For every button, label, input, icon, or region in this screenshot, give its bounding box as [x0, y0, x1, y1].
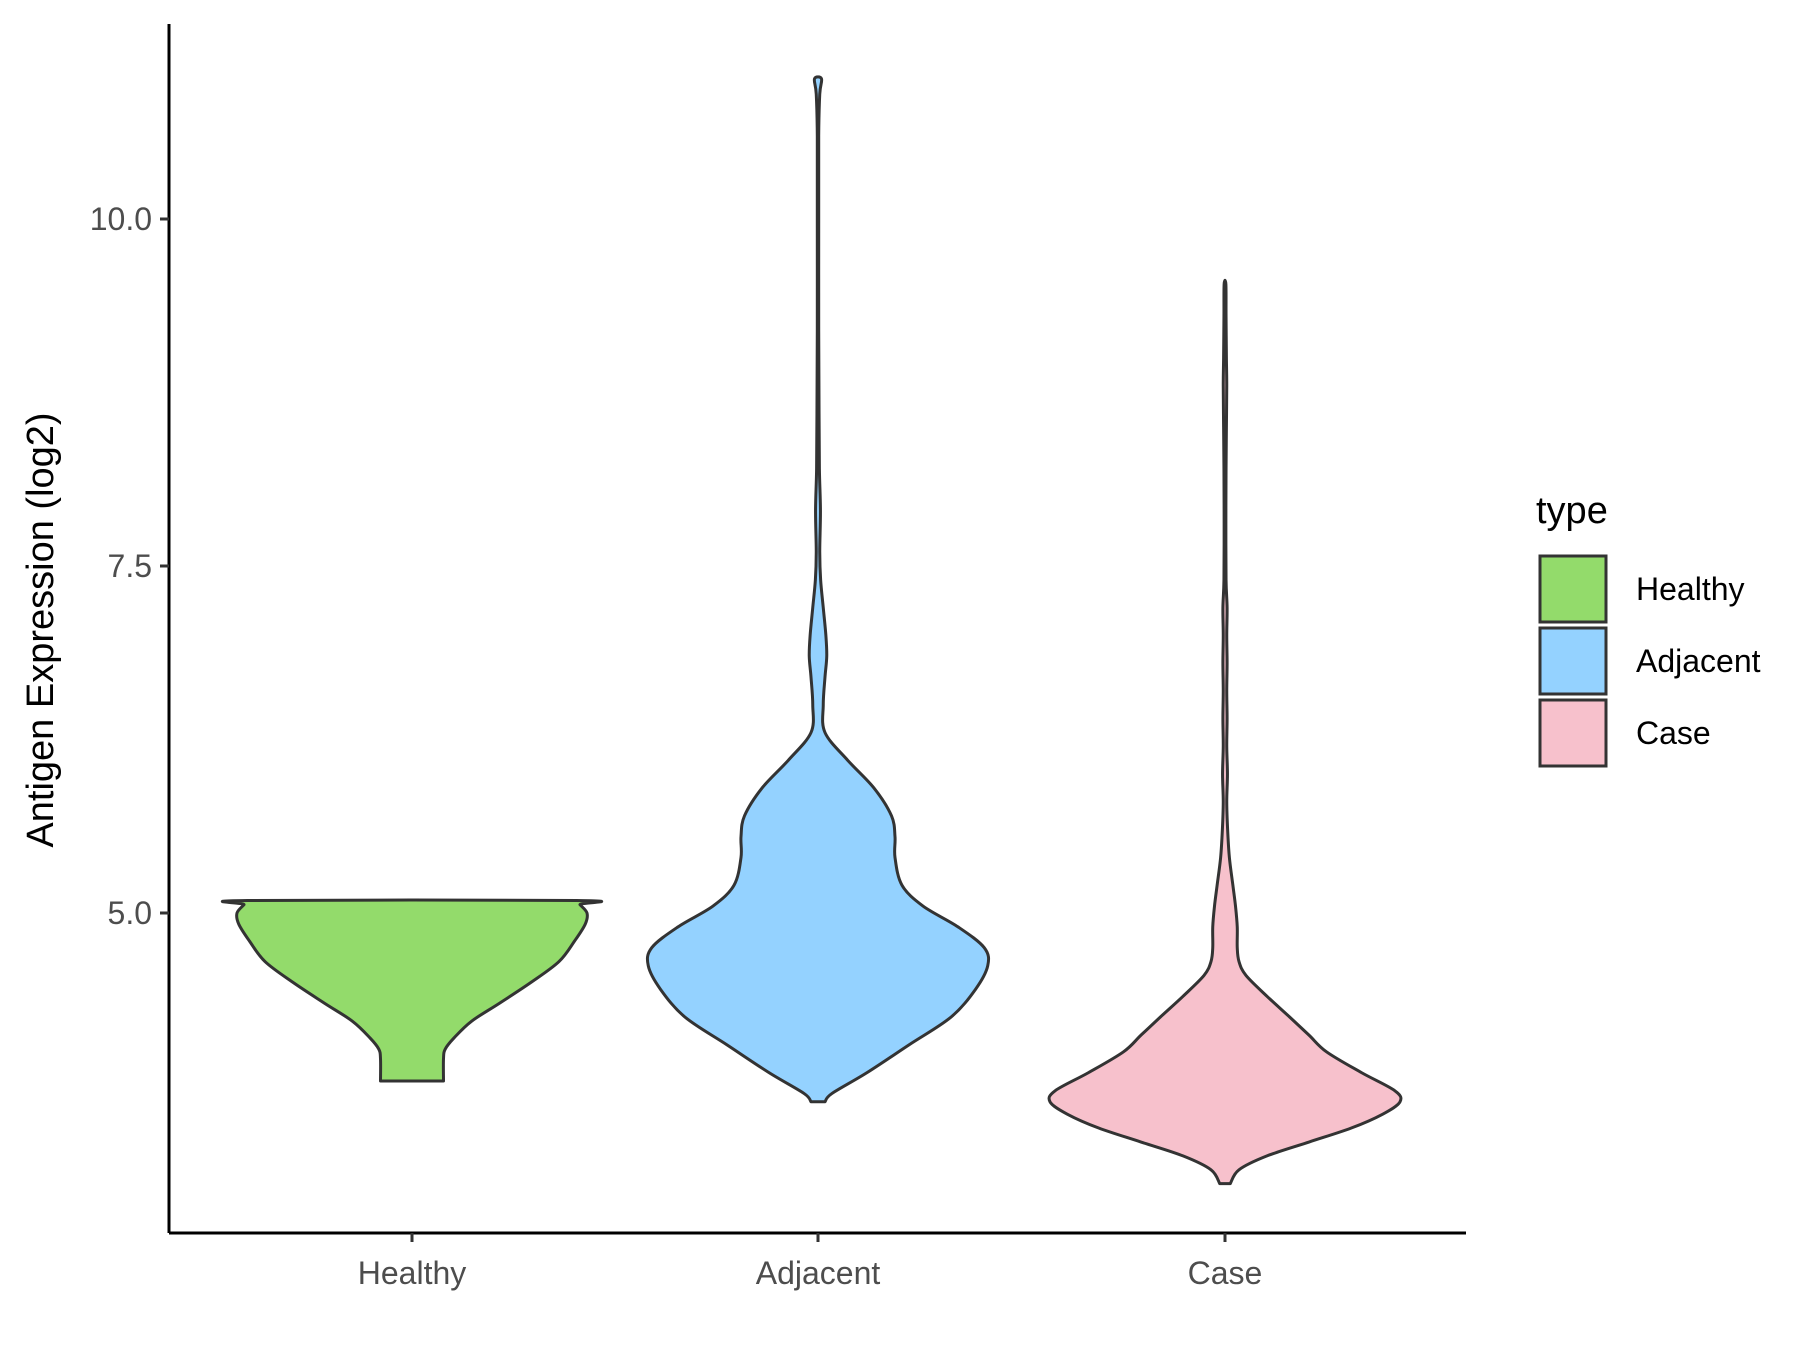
x-tick-label: Healthy: [358, 1255, 467, 1291]
x-tick-label: Adjacent: [756, 1255, 881, 1291]
y-tick-label: 5.0: [108, 895, 152, 931]
y-ticks: 5.0 7.5 10.0: [90, 201, 169, 931]
legend: type Healthy Adjacent Case: [1536, 490, 1761, 768]
y-tick-label: 7.5: [108, 548, 152, 584]
violin-adjacent: [645, 75, 991, 1104]
violin-case: [1047, 278, 1403, 1186]
y-tick-label: 10.0: [90, 201, 152, 237]
y-axis-title: Antigen Expression (log2): [20, 412, 62, 847]
legend-label-case: Case: [1636, 715, 1711, 751]
x-tick-label: Case: [1188, 1255, 1263, 1291]
legend-title: type: [1536, 490, 1608, 532]
legend-label-healthy: Healthy: [1636, 571, 1745, 607]
x-ticks: Healthy Adjacent Case: [358, 1233, 1263, 1291]
legend-swatch-adjacent: [1538, 626, 1608, 696]
legend-swatch-healthy: [1538, 554, 1608, 624]
violin-healthy: [220, 898, 604, 1083]
legend-swatch-case: [1538, 698, 1608, 768]
violins-layer: [220, 75, 1403, 1186]
legend-label-adjacent: Adjacent: [1636, 643, 1761, 679]
